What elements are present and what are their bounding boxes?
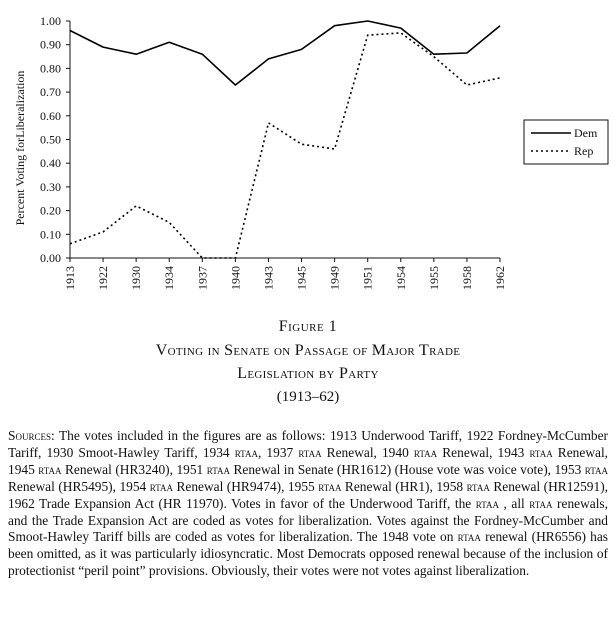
x-tick-label: 1930 [129, 266, 143, 290]
rtaa-abbr: rtaa [529, 495, 553, 511]
rtaa-abbr: rtaa [38, 461, 62, 477]
x-tick-label: 1951 [361, 266, 375, 290]
rtaa-abbr: rtaa [149, 478, 173, 494]
y-tick-label: 0.50 [40, 133, 61, 147]
sources-text: , 1937 [257, 444, 299, 460]
y-tick-label: 0.60 [40, 109, 61, 123]
sources-text: Renewal in Senate (HR1612) (House vote w… [229, 461, 585, 477]
sources-text: Renewal (HR12591), 1962 Trade Expansion … [8, 478, 609, 511]
y-tick-label: 0.20 [40, 204, 61, 218]
x-tick-label: 1943 [261, 266, 275, 290]
x-tick-label: 1913 [63, 266, 77, 290]
rtaa-abbr: rtaa [529, 444, 553, 460]
x-tick-label: 1962 [493, 266, 507, 290]
sources-text: renewals, and the Trade Expansion Act ar… [8, 495, 608, 545]
sources-text: Renewal (HR1), 1958 [341, 478, 467, 494]
sources-text: renewal (HR6556) has been omitted, as it… [8, 529, 609, 579]
sources-lead: Sources [8, 428, 51, 443]
sources-text: Renewal (HR9474), 1955 [172, 478, 319, 494]
series-line-rep [69, 32, 501, 259]
series-lines [69, 20, 501, 259]
figure-years: (1913–62) [276, 389, 340, 405]
sources-text: Renewal, 1940 [321, 444, 414, 460]
rtaa-abbr: rtaa [298, 444, 322, 460]
figure-title-line2: Legislation by Party [237, 365, 379, 382]
rtaa-abbr: rtaa [234, 444, 258, 460]
legend-box [523, 119, 609, 165]
x-tick-label: 1940 [228, 266, 242, 290]
legend-label-dem: Dem [574, 126, 598, 140]
rtaa-abbr: rtaa [475, 495, 499, 511]
x-tick-label: 1955 [427, 266, 441, 290]
x-tick-label: 1934 [162, 266, 176, 290]
y-tick-label: 0.90 [40, 38, 61, 52]
x-tick-label: 1958 [460, 266, 474, 290]
sources-text: Renewal, 1943 [437, 444, 530, 460]
x-tick-label: 1945 [295, 266, 309, 290]
figure-label: Figure 1 [278, 318, 338, 335]
y-axis-label: Percent Voting forLiberalization [13, 71, 27, 226]
y-tick-label: 1.00 [40, 14, 61, 28]
x-tick-label: 1954 [394, 266, 408, 290]
sources-text: Renewal, 1945 [8, 444, 609, 477]
x-tick-label: 1949 [328, 266, 342, 290]
series-line-dem [69, 20, 501, 86]
sources-text: : The votes included in the figures are … [8, 428, 608, 460]
legend-label-rep: Rep [574, 144, 593, 158]
sources-text: Renewal (HR5495), 1954 [8, 478, 150, 494]
y-tick-label: 0.40 [40, 156, 61, 170]
y-tick-label: 0.70 [40, 85, 61, 99]
rtaa-abbr: rtaa [318, 478, 342, 494]
y-tick-label: 0.00 [40, 251, 61, 265]
sources-text: Renewal (HR3240), 1951 [61, 461, 207, 477]
rtaa-abbr: rtaa [413, 444, 438, 460]
x-tick-label: 1922 [96, 266, 110, 290]
y-tick-label: 0.30 [40, 180, 61, 194]
y-tick-label: 0.10 [40, 227, 61, 241]
line-chart: 0.00 0.10 0.20 0.30 0.40 0.50 0.60 0.70 0.80 0.90… [13, 14, 609, 290]
rtaa-abbr: rtaa [466, 478, 490, 494]
y-tick-label: 0.80 [40, 61, 61, 75]
figure-title-line1: Voting in Senate on Passage of Major Tra… [155, 342, 461, 359]
x-axis: 1913 1922 1930 1934 1937 1940 1943 1945 1949 1951… [63, 257, 507, 290]
y-axis: 0.00 0.10 0.20 0.30 0.40 0.50 0.60 0.70 0.80 0.90… [40, 14, 71, 265]
rtaa-abbr: rtaa [206, 461, 230, 477]
sources-note: Sources: The votes included in the figur… [8, 428, 608, 580]
rtaa-abbr: rtaa [584, 461, 608, 477]
rtaa-abbr: rtaa [457, 529, 481, 545]
x-tick-label: 1937 [195, 266, 209, 290]
sources-text: , all [498, 495, 530, 511]
legend: Dem Rep [523, 119, 609, 165]
